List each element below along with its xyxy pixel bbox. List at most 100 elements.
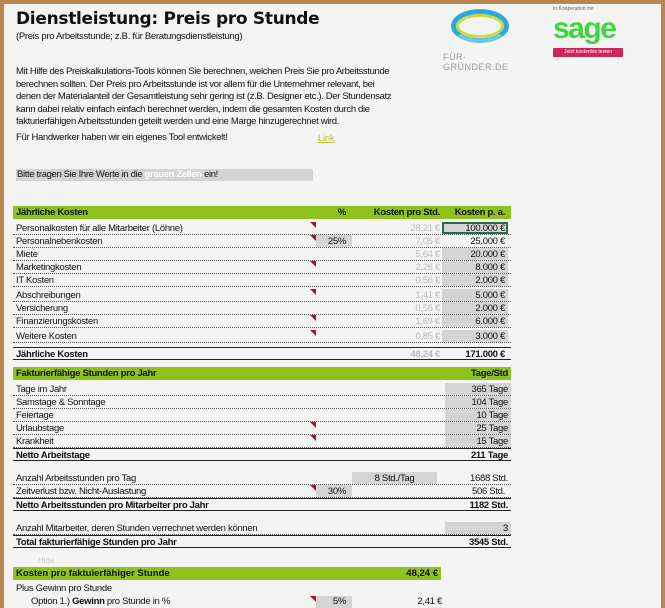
hint-pre: Bitte tragen Sie Ihre Werte in die bbox=[17, 169, 145, 180]
cost-label: Personalnebenkosten bbox=[16, 236, 103, 247]
hours-label: Krankheit bbox=[16, 436, 54, 447]
cost-row: Personalkosten für alle Mitarbeiter (Löh… bbox=[13, 222, 511, 235]
sage-trial-button[interactable]: Jetzt kostenlos testen bbox=[553, 48, 623, 57]
comment-marker-icon[interactable] bbox=[308, 485, 316, 497]
comment-marker-icon[interactable] bbox=[308, 435, 316, 447]
hours-label: Feiertage bbox=[16, 410, 54, 421]
cost-per-hour: 28,21 € bbox=[410, 223, 440, 234]
cost-row: Finanzierungskosten 1,69 €6.000 € bbox=[13, 315, 511, 328]
time-loss-input[interactable]: 30% bbox=[316, 485, 352, 497]
hours-unit-header: Tage/Std bbox=[470, 368, 508, 379]
net-hours-row: Netto Arbeitsstunden pro Mitarbeiter pro… bbox=[13, 498, 511, 511]
hours-header-label: Fakturierfähige Stunden pro Jahr bbox=[16, 368, 157, 379]
employees-input[interactable]: 3 bbox=[445, 522, 511, 534]
hours-per-day-value: 1688 Std. bbox=[470, 473, 508, 484]
spacer bbox=[308, 248, 316, 260]
spacer bbox=[308, 274, 316, 286]
cost-row: Weitere Kosten 0,85 €3.000 € bbox=[13, 330, 511, 343]
cost-row: IT Kosten 0,56 €2.000 € bbox=[13, 274, 511, 287]
fuer-gruender-logo[interactable]: FÜR-GRÜNDER.DE bbox=[443, 5, 523, 72]
hours-input[interactable]: 104 Tage bbox=[445, 396, 511, 408]
cost-per-hour: 2,26 € bbox=[415, 262, 440, 273]
annual-costs-table: Jährliche Kosten % Kosten pro Std. Koste… bbox=[13, 206, 511, 360]
hours-per-day-input[interactable]: 8 Std./Tag bbox=[352, 472, 437, 484]
cost-per-hour: 1,41 € bbox=[415, 290, 440, 301]
cost-pct bbox=[316, 222, 352, 234]
spreadsheet bbox=[4, 4, 661, 608]
option-prefix: Option 1.) bbox=[31, 596, 73, 607]
cost-per-year-input[interactable]: 8.000 € bbox=[442, 261, 508, 273]
cost-pct bbox=[316, 289, 352, 301]
hint-post: ein! bbox=[201, 169, 218, 180]
cost-pct bbox=[316, 248, 352, 260]
hours-input[interactable]: 25 Tage bbox=[445, 422, 511, 434]
spacer bbox=[308, 206, 316, 219]
cost-per-year-input[interactable]: 2.000 € bbox=[442, 302, 508, 314]
total-hours-label: Total fakturierfähige Stunden pro Jahr bbox=[16, 537, 177, 547]
cost-label: Weitere Kosten bbox=[16, 331, 77, 342]
tool-link[interactable]: Link bbox=[318, 132, 335, 143]
hidden-label: Hide bbox=[38, 556, 55, 565]
cost-per-hour: 1,69 € bbox=[415, 316, 440, 327]
net-days-label: Netto Arbeitstage bbox=[16, 450, 90, 460]
cost-per-year-input[interactable]: 2.000 € bbox=[442, 274, 508, 286]
cost-per-year-input[interactable]: 6.000 € bbox=[442, 315, 508, 327]
net-days-row: Netto Arbeitstage 211 Tage bbox=[13, 448, 511, 461]
cost-pct bbox=[316, 261, 352, 273]
hours-label: Tage im Jahr bbox=[16, 384, 67, 395]
cost-pct bbox=[316, 274, 352, 286]
cost-label: Miete bbox=[16, 249, 38, 260]
employees-row: Anzahl Mitarbeiter, deren Stunden verrec… bbox=[13, 522, 511, 535]
cost-label: IT Kosten bbox=[16, 275, 54, 286]
billable-hours-table: Fakturierfähige Stunden pro Jahr Tage/St… bbox=[13, 367, 511, 548]
hours-per-day-row: Anzahl Arbeitsstunden pro Tag 8 Std./Tag 1… bbox=[13, 472, 511, 485]
total-per-year: 171.000 € bbox=[465, 349, 505, 360]
profit-pct-input[interactable]: 5% bbox=[316, 596, 352, 608]
net-hours-label: Netto Arbeitsstunden pro Mitarbeiter pro… bbox=[16, 500, 209, 510]
cost-label: Versicherung bbox=[16, 303, 68, 314]
intro-text: Mit Hilfe des Preiskalkulations-Tools kö… bbox=[16, 66, 392, 127]
cost-per-year-input[interactable]: 20.000 € bbox=[442, 248, 508, 260]
cost-per-hour: 0,85 € bbox=[415, 331, 440, 342]
spacer bbox=[316, 348, 352, 359]
costs-total-row: Jährliche Kosten 48,24 € 171.000 € bbox=[13, 347, 511, 360]
comment-marker-icon[interactable] bbox=[308, 596, 316, 608]
hours-row: Urlaubstage 25 Tage bbox=[13, 422, 511, 435]
hours-row: Feiertage 10 Tage bbox=[13, 409, 511, 422]
comment-marker-icon[interactable] bbox=[308, 330, 316, 342]
cost-label: Personalkosten für alle Mitarbeiter (Löh… bbox=[16, 223, 183, 234]
option-bold: Gewinn bbox=[72, 596, 105, 607]
hours-input[interactable]: 365 Tage bbox=[445, 383, 511, 395]
comment-marker-icon[interactable] bbox=[308, 222, 316, 234]
costs-header: Jährliche Kosten % Kosten pro Std. Koste… bbox=[13, 206, 511, 219]
cost-per-year-input[interactable]: 5.000 € bbox=[442, 289, 508, 301]
spacer bbox=[308, 302, 316, 314]
comment-marker-icon[interactable] bbox=[308, 315, 316, 327]
cost-per-year-input[interactable]: 3.000 € bbox=[442, 330, 508, 342]
hours-label: Samstage & Sonntage bbox=[16, 397, 106, 408]
header-label: Jährliche Kosten bbox=[16, 207, 88, 218]
cost-pct bbox=[316, 302, 352, 314]
sage-logo[interactable]: sage bbox=[553, 12, 617, 45]
cost-per-hour: 0,56 € bbox=[415, 275, 440, 286]
cost-rows: Personalkosten für alle Mitarbeiter (Löh… bbox=[13, 222, 511, 343]
hours-per-day-label: Anzahl Arbeitsstunden pro Tag bbox=[16, 473, 136, 484]
cost-pct bbox=[316, 330, 352, 342]
cost-pct-input[interactable]: 25% bbox=[316, 235, 352, 247]
hours-row: Krankheit 15 Tage bbox=[13, 435, 511, 448]
cost-row: Marketingkosten 2,26 €8.000 € bbox=[13, 261, 511, 274]
cost-per-year-input[interactable]: 25.000 € bbox=[470, 236, 505, 247]
cost-label: Finanzierungskosten bbox=[16, 316, 98, 327]
comment-marker-icon[interactable] bbox=[308, 261, 316, 273]
spacer bbox=[308, 396, 316, 408]
page-title: Dienstleistung: Preis pro Stunde bbox=[16, 9, 320, 29]
net-days-value: 211 Tage bbox=[470, 450, 508, 461]
cost-per-hour-value: 48,24 € bbox=[406, 568, 438, 579]
comment-marker-icon[interactable] bbox=[308, 289, 316, 301]
comment-marker-icon[interactable] bbox=[308, 422, 316, 434]
hours-input[interactable]: 10 Tage bbox=[445, 409, 511, 421]
cost-row: Abschreibungen 1,41 €5.000 € bbox=[13, 289, 511, 302]
hours-input[interactable]: 15 Tage bbox=[445, 435, 511, 447]
comment-marker-icon[interactable] bbox=[308, 235, 316, 247]
cost-per-year-input[interactable]: 100.000 € bbox=[442, 222, 508, 234]
